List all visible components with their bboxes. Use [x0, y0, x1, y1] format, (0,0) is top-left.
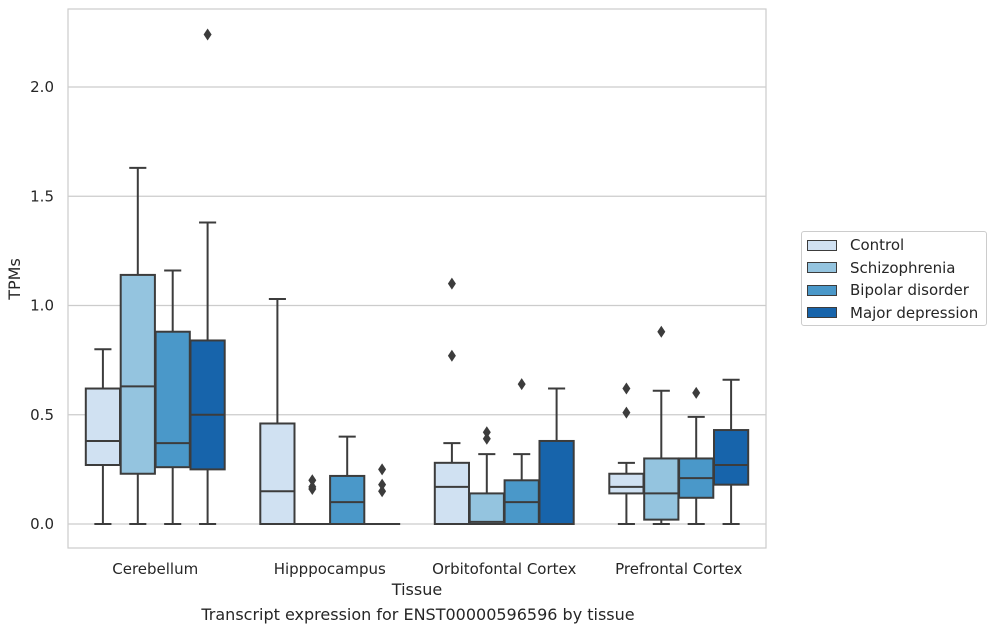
outlier-point: [692, 386, 701, 399]
box-group: [84, 348, 122, 525]
x-tick-labels: Cerebellum Hipppocampus Orbitofontal Corte…: [112, 560, 742, 578]
box-iqr: [189, 339, 226, 471]
outlier-point: [308, 474, 317, 487]
y-tick-label: 2.0: [30, 78, 54, 96]
box-group: [329, 435, 366, 525]
legend-swatch-control: [807, 239, 837, 251]
box-iqr: [119, 273, 156, 475]
box-iqr: [608, 472, 645, 495]
x-tick-label: Prefrontal Cortex: [615, 560, 742, 578]
legend-label: Schizophrenia: [850, 258, 956, 277]
box-group: [468, 426, 505, 526]
outlier-point: [378, 463, 387, 476]
x-tick-label: Hipppocampus: [274, 560, 386, 578]
legend-item-schizophrenia: Schizophrenia: [807, 258, 955, 278]
box-iqr: [468, 492, 505, 526]
x-tick-label: Cerebellum: [112, 560, 198, 578]
legend-item-control: Control: [807, 235, 904, 255]
box-iqr: [433, 461, 471, 526]
y-tick-label: 0.0: [30, 515, 54, 533]
box-group: [259, 297, 296, 525]
box-group: [119, 166, 156, 525]
figure-caption: Transcript expression for ENST0000059659…: [201, 605, 635, 624]
legend-label: Bipolar disorder: [850, 281, 969, 299]
box-iqr: [259, 422, 296, 525]
legend-swatch-major-depression: [807, 307, 837, 318]
x-tick-label: Orbitofontal Cortex: [432, 560, 576, 578]
box-group: [154, 269, 191, 525]
outlier-point: [308, 480, 317, 493]
legend-label: Control: [850, 236, 905, 254]
box-group: [678, 386, 715, 525]
y-tick-label: 1.5: [30, 187, 54, 205]
box-iqr: [154, 330, 191, 469]
box-group: [189, 28, 226, 525]
outlier-point: [622, 382, 631, 395]
outlier-point: [203, 28, 212, 41]
outlier-point: [482, 426, 491, 439]
legend-swatch-bipolar-disorder: [807, 284, 837, 296]
outlier-point: [378, 478, 387, 491]
legend-swatch-schizophrenia: [807, 262, 837, 273]
box-iqr: [643, 457, 680, 521]
legend-item-bipolar-disorder: Bipolar disorder: [807, 280, 969, 300]
y-tick-labels: 0.0 0.5 1.0 1.5 2.0: [30, 78, 54, 533]
box-iqr: [84, 387, 122, 467]
outlier-point: [482, 432, 491, 445]
box-group: [433, 277, 471, 526]
box-iqr: [538, 439, 575, 525]
boxes: [84, 28, 750, 526]
box-iqr: [329, 474, 366, 525]
y-tick-label: 0.5: [30, 406, 54, 424]
box-group: [608, 382, 645, 525]
box-group: [503, 378, 540, 525]
outlier-point: [447, 277, 456, 290]
x-axis-label: Tissue: [391, 580, 442, 599]
box-group: [712, 378, 750, 525]
legend: Control Schizophrenia Bipolar disorder M…: [801, 231, 987, 326]
legend-label: Major depression: [850, 303, 979, 322]
outlier-point: [622, 406, 631, 419]
outlier-point: [657, 325, 666, 338]
box-iqr: [712, 429, 750, 486]
box-group: [294, 474, 331, 526]
outlier-point: [517, 378, 526, 391]
y-axis-label: TPMs: [5, 258, 24, 301]
outlier-point: [378, 485, 387, 498]
box-group: [538, 387, 575, 525]
box-group: [363, 463, 401, 526]
y-tick-label: 1.0: [30, 297, 54, 315]
outlier-point: [447, 349, 456, 362]
legend-item-major-depression: Major depression: [807, 303, 978, 323]
